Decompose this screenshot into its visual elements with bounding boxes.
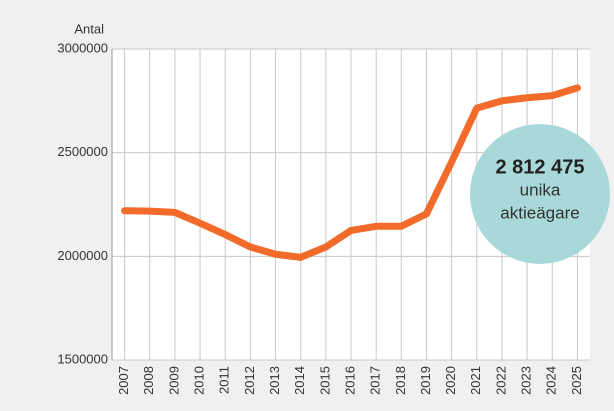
- x-tick-label: 2025: [569, 366, 584, 395]
- x-tick-label: 2007: [116, 366, 131, 395]
- x-tick-label: 2022: [493, 366, 508, 395]
- x-tick-label: 2008: [141, 366, 156, 395]
- x-tick-label: 2011: [217, 366, 232, 394]
- y-tick-label: 3000000: [57, 40, 108, 55]
- x-tick-label: 2018: [393, 366, 408, 395]
- x-tick-label: 2016: [342, 366, 357, 395]
- y-tick-label: 2500000: [57, 144, 108, 159]
- y-tick-label: 2000000: [57, 248, 108, 263]
- annotation-text: unika: [520, 180, 561, 199]
- x-tick-label: 2024: [544, 366, 559, 395]
- annotation-text: 2 812 475: [496, 156, 585, 178]
- x-tick-label: 2017: [368, 366, 383, 395]
- x-tick-label: 2014: [292, 366, 307, 395]
- x-tick-label: 2020: [443, 366, 458, 395]
- y-axis-label: Antal: [74, 21, 104, 36]
- x-tick-label: 2012: [242, 366, 257, 395]
- y-tick-label: 1500000: [57, 351, 108, 366]
- x-tick-label: 2010: [191, 366, 206, 395]
- x-tick-label: 2009: [166, 366, 181, 395]
- x-tick-label: 2015: [317, 366, 332, 395]
- line-series: [121, 84, 581, 261]
- annotation-text: aktieägare: [500, 203, 579, 222]
- annotation-circle: [470, 124, 610, 264]
- x-tick-label: 2021: [468, 366, 483, 395]
- x-tick-label: 2019: [418, 366, 433, 395]
- x-tick-label: 2023: [519, 366, 534, 395]
- x-tick-label: 2013: [267, 366, 282, 395]
